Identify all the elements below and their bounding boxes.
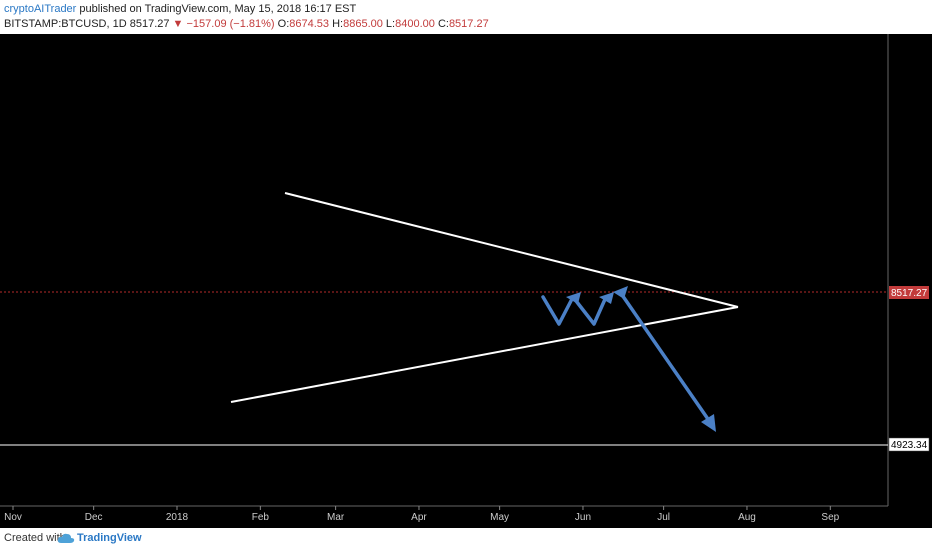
projection-arrows[interactable] xyxy=(541,290,712,424)
projection-arrow-path-2[interactable] xyxy=(571,295,608,326)
chart-background xyxy=(0,34,932,528)
high-value: 8865.00 xyxy=(343,18,383,30)
last-price: 8517.27 xyxy=(129,18,170,30)
time-tick-label: Mar xyxy=(327,512,345,523)
down-arrow-icon: ▼ xyxy=(172,18,184,30)
time-tick-label: Apr xyxy=(411,512,427,523)
support-badge-box xyxy=(888,437,930,452)
symbol-label: BITSTAMP:BTCUSD, 1D xyxy=(4,18,127,30)
time-tick-label: Jun xyxy=(575,512,591,523)
current-price-badge: 8517.27 xyxy=(889,286,929,299)
time-tick-label: Jul xyxy=(657,512,670,523)
time-tick-label: Feb xyxy=(252,512,270,523)
published-text: published on TradingView.com, May 15, 20… xyxy=(79,3,357,15)
time-tick-label: 2018 xyxy=(166,512,189,523)
open-value: 8674.53 xyxy=(289,18,330,30)
time-tick-label: Dec xyxy=(85,512,103,523)
arrow-head-icon-1 xyxy=(566,292,581,304)
time-axis[interactable]: Nov Dec 2018 Feb Mar Apr May Jun Jul Aug Sep xyxy=(4,506,840,523)
time-tick-label: Nov xyxy=(4,512,22,523)
arrow-heads xyxy=(566,286,716,432)
projection-down-arrow[interactable] xyxy=(618,290,712,424)
time-tick-label: May xyxy=(490,512,509,523)
low-label: L: xyxy=(385,18,396,30)
tradingview-cloud-icon xyxy=(57,533,75,543)
support-badge-text: 4923.34 xyxy=(891,440,928,451)
price-chart[interactable]: 21000.0019000.0017000.0015000.0013000.00… xyxy=(0,34,932,528)
footer-bar: Created with TradingView xyxy=(0,528,932,550)
price-change: −157.09 (−1.81%) xyxy=(186,18,275,30)
support-line-badge: 4923.34 xyxy=(888,437,930,452)
time-tick-label: Sep xyxy=(821,512,839,523)
arrow-head-icon-2 xyxy=(599,292,614,304)
arrow-head-icon-3 xyxy=(613,286,628,299)
arrow-head-icon-4 xyxy=(701,414,716,432)
low-value: 8400.00 xyxy=(395,18,435,30)
triangle-lower-trendline[interactable] xyxy=(230,306,739,403)
close-value: 8517.27 xyxy=(448,18,489,30)
publish-info: cryptoAITrader published on TradingView.… xyxy=(4,3,356,15)
time-tick-label: Aug xyxy=(738,512,756,523)
close-label: C: xyxy=(437,18,449,30)
triangle-upper-trendline[interactable] xyxy=(284,192,739,308)
tradingview-brand[interactable]: TradingView xyxy=(77,532,142,544)
projection-arrow-path-1[interactable] xyxy=(541,295,575,326)
price-badge-text: 8517.27 xyxy=(891,288,928,299)
author-link[interactable]: cryptoAITrader xyxy=(4,3,77,15)
price-badge-box xyxy=(889,286,929,299)
open-label: O: xyxy=(277,18,290,30)
high-label: H: xyxy=(332,18,344,30)
ohlc-legend: BITSTAMP:BTCUSD, 1D 8517.27 ▼ −157.09 (−… xyxy=(4,18,489,30)
chart-header: cryptoAITrader published on TradingView.… xyxy=(0,0,932,34)
created-with-text: Created with xyxy=(4,532,66,544)
